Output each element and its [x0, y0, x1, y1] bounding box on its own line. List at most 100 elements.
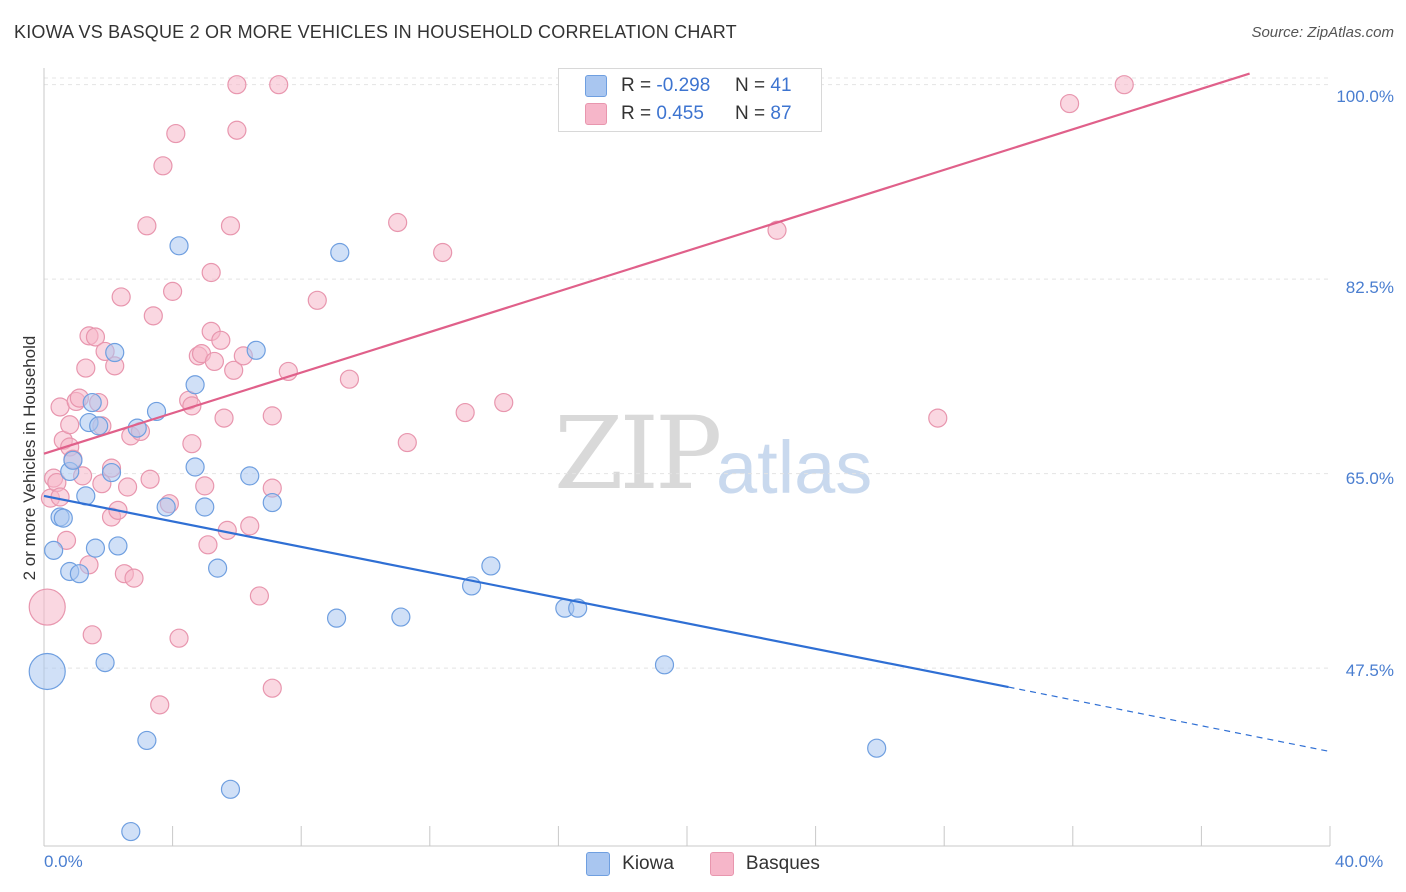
kiowa-point	[44, 540, 64, 560]
kiowa-point	[185, 375, 205, 395]
y-tick-label: 65.0%	[1345, 469, 1394, 488]
kiowa-point	[108, 536, 128, 556]
legend-label-kiowa: Kiowa	[622, 853, 674, 874]
basques-point	[56, 530, 77, 550]
kiowa-point	[240, 466, 260, 486]
legend-n-label: N =	[735, 103, 766, 124]
basques-point	[182, 434, 202, 454]
x-tick-label-min: 0.0%	[44, 852, 83, 871]
basques-point	[1059, 93, 1080, 114]
kiowa-point	[137, 730, 157, 751]
basques-point	[182, 396, 202, 416]
legend-item-kiowa[interactable]: Kiowa	[586, 852, 674, 876]
basques-point	[204, 351, 224, 372]
series-legend: Kiowa Basques	[0, 852, 1406, 876]
basques-point	[76, 358, 96, 378]
correlation-legend: R = -0.298 N = 41 R = 0.455 N = 87	[558, 68, 822, 132]
kiowa-point	[220, 779, 241, 799]
legend-row-kiowa: R = -0.298 N = 41	[559, 72, 792, 100]
basques-point	[124, 568, 144, 588]
basques-point	[143, 306, 163, 326]
basques-point	[1114, 75, 1134, 95]
y-tick-label: 82.5%	[1345, 278, 1394, 297]
basques-point	[388, 212, 408, 233]
kiowa-point	[326, 608, 347, 628]
basques-point	[195, 476, 215, 496]
legend-label-basques: Basques	[745, 853, 820, 874]
kiowa-point	[82, 392, 102, 413]
kiowa-point	[867, 738, 887, 758]
basques-point	[28, 588, 66, 626]
legend-n-label: N =	[735, 75, 766, 96]
kiowa-point	[481, 556, 501, 576]
kiowa-point	[156, 497, 176, 517]
kiowa-point	[246, 340, 266, 360]
kiowa-point	[101, 462, 122, 483]
basques-point	[60, 415, 80, 435]
kiowa-point	[654, 655, 675, 675]
basques-point	[767, 220, 787, 240]
basques-swatch	[585, 103, 607, 125]
basques-point	[117, 477, 138, 497]
kiowa-point	[53, 508, 73, 528]
kiowa-point	[89, 416, 109, 436]
source-label: Source: ZipAtlas.com	[1251, 24, 1394, 41]
kiowa-point	[95, 653, 115, 673]
basques-point	[494, 392, 514, 413]
legend-r-label: R =	[621, 103, 652, 124]
kiowa-trend-extension	[1008, 686, 1331, 753]
watermark-atlas: atlas	[716, 426, 873, 509]
kiowa-point	[330, 242, 350, 263]
legend-r-label: R =	[621, 75, 652, 96]
y-axis-label: 2 or more Vehicles in Household	[20, 335, 39, 581]
basques-trend-line	[43, 72, 1250, 455]
chart-title: KIOWA VS BASQUE 2 OR MORE VEHICLES IN HO…	[14, 22, 737, 42]
basques-point	[201, 262, 221, 283]
kiowa-point	[169, 236, 189, 256]
basques-point	[227, 75, 247, 95]
kiowa-point	[85, 538, 106, 558]
kiowa-point	[105, 342, 125, 363]
legend-row-basques: R = 0.455 N = 87	[559, 100, 792, 128]
y-tick-label: 100.0%	[1336, 87, 1394, 106]
basques-point	[220, 216, 241, 236]
basques-point	[214, 408, 234, 428]
basques-point	[269, 75, 289, 95]
y-tick-label: 47.5%	[1345, 661, 1394, 680]
kiowa-point	[391, 607, 411, 627]
basques-point	[211, 330, 231, 350]
basques-point	[262, 406, 282, 426]
watermark-zip: ZIP	[554, 395, 722, 512]
basques-point	[82, 625, 102, 645]
basques-point	[339, 369, 360, 389]
basques-point	[224, 360, 244, 380]
kiowa-point	[28, 652, 66, 691]
basques-point	[169, 628, 189, 648]
basques-point	[227, 120, 247, 140]
legend-r-value: 0.455	[656, 103, 704, 124]
basques-point	[166, 123, 186, 144]
kiowa-point	[208, 558, 228, 578]
legend-n-value: 87	[770, 103, 792, 124]
kiowa-swatch	[585, 75, 607, 97]
basques-legend-swatch	[709, 852, 734, 876]
basques-point	[198, 535, 218, 555]
basques-point	[249, 586, 270, 606]
basques-point	[85, 327, 106, 347]
kiowa-point	[63, 450, 83, 470]
legend-n-value: 41	[770, 75, 792, 96]
basques-point	[150, 695, 170, 715]
legend-r-value: -0.298	[656, 75, 711, 96]
basques-point	[397, 432, 417, 453]
basques-point	[137, 216, 157, 236]
basques-point	[262, 678, 282, 698]
x-tick-label-max: 40.0%	[1335, 852, 1384, 871]
legend-item-basques[interactable]: Basques	[709, 852, 820, 876]
basques-point	[455, 402, 475, 423]
kiowa-point	[121, 821, 141, 842]
kiowa-legend-swatch	[586, 852, 611, 876]
kiowa-point	[262, 492, 282, 513]
basques-point	[928, 408, 948, 428]
kiowa-point	[195, 497, 215, 517]
